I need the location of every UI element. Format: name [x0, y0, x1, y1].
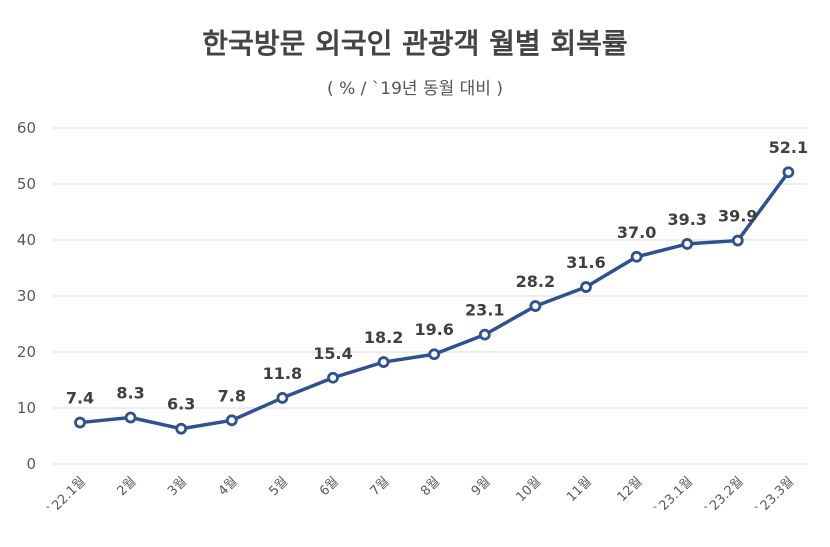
data-point-marker: [580, 281, 592, 293]
y-axis-ticks: 0 10 20 30 40 50 60: [17, 119, 36, 473]
chart-subtitle: ( % / `19년 동월 대비 ): [327, 79, 503, 99]
data-label: 18.2: [364, 328, 403, 347]
y-tick-label: 20: [17, 343, 36, 361]
x-tick-label: `23.1월: [652, 474, 696, 518]
x-tick-label: 3월: [165, 474, 190, 499]
data-label: 23.1: [465, 301, 504, 320]
x-axis-ticks: `22.1월 2월 3월 4월 5월 6월 7월 8월 9월 10월 11월 12월 `23.1월 `23…: [45, 474, 798, 518]
data-label: 39.3: [667, 210, 706, 229]
data-label: 7.8: [218, 386, 246, 405]
data-label: 6.3: [167, 395, 195, 414]
data-point-marker: [377, 356, 390, 368]
x-tick-label: `23.2월: [703, 474, 747, 518]
data-point-marker: [731, 234, 744, 247]
y-tick-label: 40: [17, 231, 36, 249]
gridlines: [53, 127, 808, 465]
x-tick-label: 8월: [418, 474, 443, 499]
data-label: 52.1: [769, 138, 808, 157]
x-tick-label: 5월: [266, 474, 291, 499]
y-tick-label: 60: [17, 119, 36, 137]
y-tick-label: 30: [17, 287, 36, 305]
y-tick-label: 50: [17, 175, 36, 193]
x-tick-label: 4월: [216, 474, 241, 499]
data-point-marker: [478, 328, 491, 341]
data-label: 28.2: [516, 272, 555, 291]
x-tick-label: 6월: [317, 474, 342, 499]
data-label: 19.6: [414, 320, 453, 339]
data-label: 37.0: [617, 223, 656, 242]
x-tick-label: `23.3월: [753, 474, 797, 518]
x-tick-label: `22.1월: [45, 474, 89, 518]
data-label: 8.3: [116, 384, 144, 403]
data-point-marker: [529, 300, 542, 312]
x-tick-label: 11월: [564, 474, 595, 505]
data-point-marker: [782, 166, 795, 179]
data-label: 7.4: [66, 389, 94, 408]
data-point-marker: [630, 250, 643, 263]
data-label: 31.6: [566, 253, 605, 272]
chart-title: 한국방문 외국인 관광객 월별 회복률: [202, 27, 628, 60]
y-tick-label: 10: [17, 399, 36, 417]
x-tick-label: 10월: [513, 474, 544, 505]
x-tick-label: 2월: [115, 474, 140, 499]
data-point-marker: [175, 422, 188, 435]
data-point-marker: [681, 238, 694, 250]
data-point-marker: [327, 371, 339, 384]
marker-layer: [74, 166, 795, 435]
data-label: 39.9: [718, 207, 757, 226]
data-point-marker: [124, 411, 137, 424]
data-point-marker: [74, 416, 86, 429]
x-tick-label: 9월: [469, 474, 494, 499]
x-tick-label: 12월: [615, 474, 646, 505]
data-point-marker: [276, 392, 289, 404]
data-point-marker: [428, 348, 441, 361]
x-tick-label: 7월: [368, 474, 393, 499]
data-label: 11.8: [263, 364, 302, 383]
data-point-marker: [225, 414, 238, 427]
data-label: 15.4: [313, 344, 352, 363]
y-tick-label: 0: [26, 455, 36, 473]
data-label-layer: 7.4 8.3 6.3 7.8 11.8 15.4 18.2 19.6 23.1 28.2 31.6…: [66, 138, 808, 413]
